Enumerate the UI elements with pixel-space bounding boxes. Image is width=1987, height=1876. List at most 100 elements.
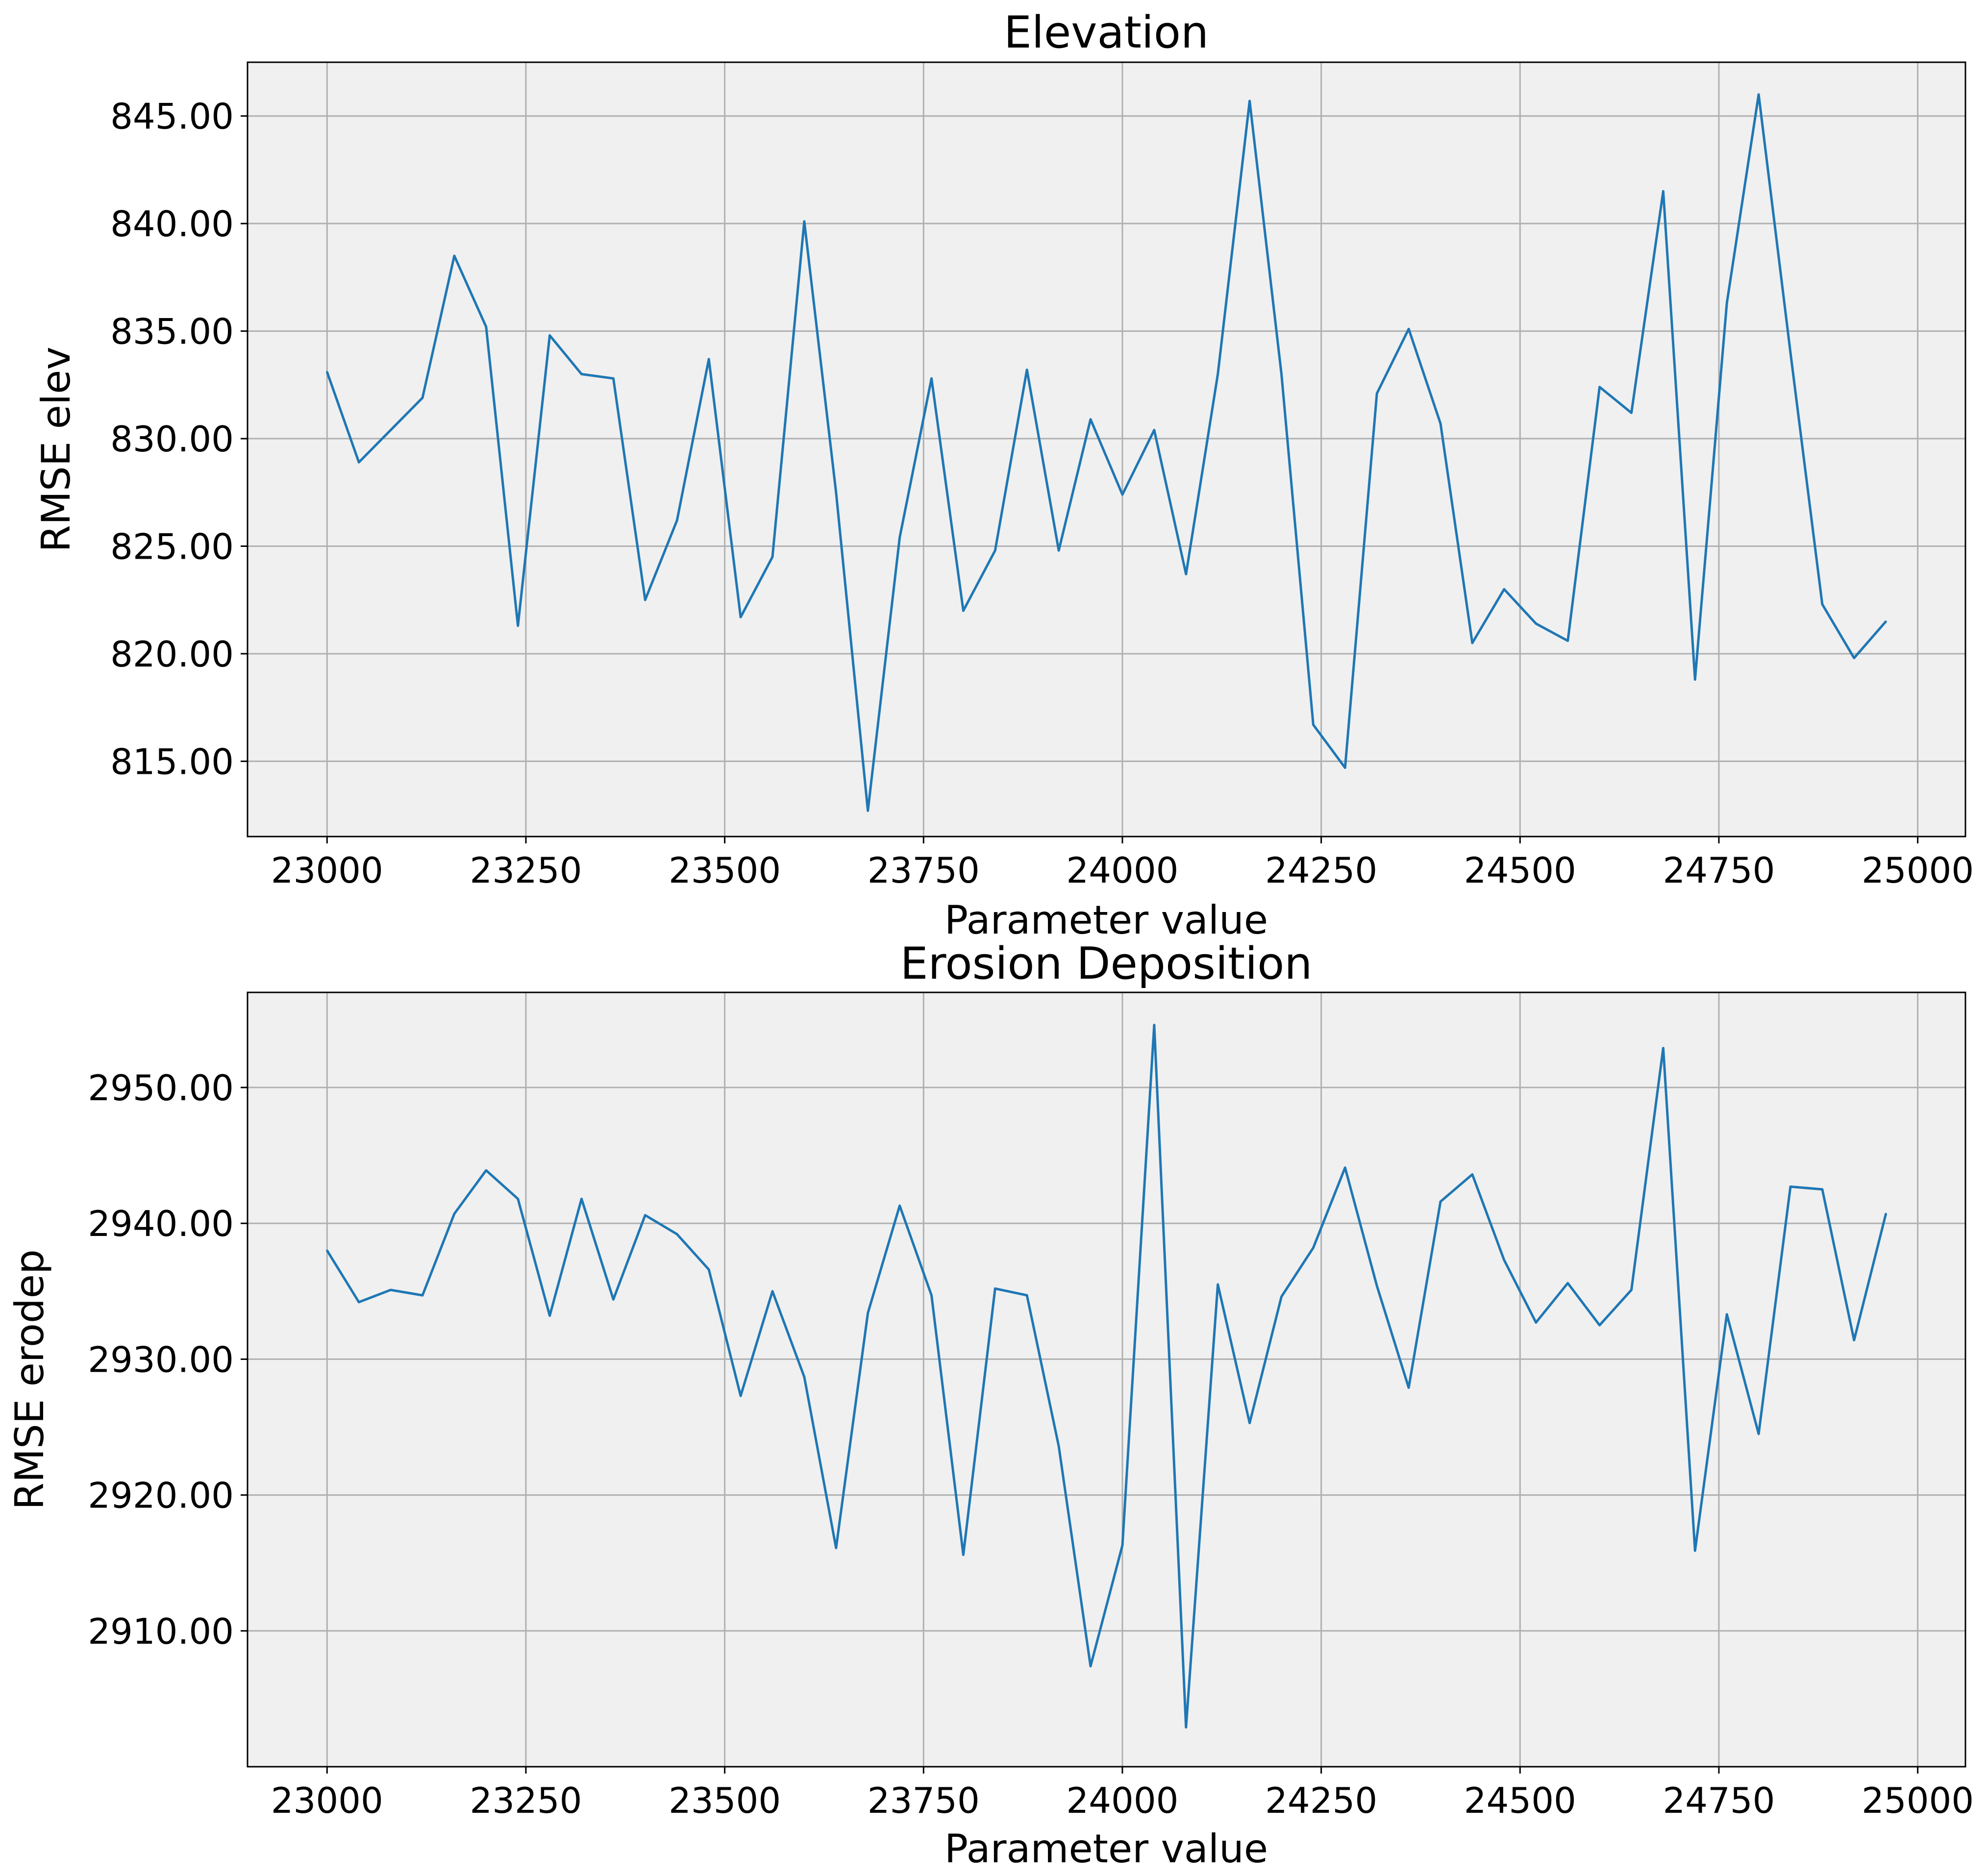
- data-point: [1598, 386, 1601, 388]
- data-point: [1217, 1284, 1219, 1285]
- data-point: [1058, 549, 1060, 552]
- data-point: [1758, 1432, 1760, 1435]
- y-tick-label: 2940.00: [88, 1203, 234, 1244]
- data-point: [1408, 1386, 1410, 1389]
- data-point: [485, 325, 487, 328]
- data-point: [453, 1212, 455, 1215]
- data-point: [644, 599, 646, 601]
- y-tick-label: 830.00: [110, 419, 234, 460]
- y-axis-label: RMSE erodep: [7, 1249, 52, 1509]
- data-point: [390, 429, 392, 431]
- elevation-chart: 23000 23250 23500 23750 24000 24250 24500 24750…: [33, 7, 1974, 943]
- y-tick-label: 845.00: [110, 96, 234, 137]
- data-point: [803, 220, 805, 222]
- y-tick-label: 2950.00: [88, 1067, 234, 1109]
- data-point: [1440, 1200, 1441, 1203]
- data-point: [1185, 573, 1187, 575]
- data-point: [644, 1214, 646, 1216]
- data-point: [1471, 642, 1473, 644]
- data-point: [867, 810, 869, 812]
- data-point: [1217, 373, 1219, 375]
- axis-ticks: 23000 23250 23500 23750 24000 24250 24500 24750…: [88, 1067, 1974, 1821]
- data-point: [898, 536, 901, 539]
- y-tick-label: 820.00: [110, 634, 234, 675]
- plot-frame: [247, 61, 1966, 838]
- data-point: [676, 1233, 678, 1235]
- x-axis-label: Parameter value: [944, 1826, 1268, 1872]
- series-lines: [326, 1024, 1888, 1729]
- data-point: [1121, 1544, 1123, 1547]
- data-point: [1090, 418, 1092, 420]
- data-point: [1312, 723, 1315, 726]
- x-tick-label: 23500: [669, 850, 781, 891]
- data-point: [1058, 1445, 1060, 1447]
- data-point: [835, 491, 837, 494]
- x-tick-label: 24500: [1464, 850, 1576, 891]
- data-point: [1821, 1188, 1823, 1190]
- chart-title: Erosion Deposition: [900, 938, 1313, 989]
- y-tick-label: 2930.00: [88, 1339, 234, 1380]
- data-point: [326, 1249, 328, 1252]
- data-point: [1598, 1324, 1601, 1327]
- x-tick-label: 23750: [868, 850, 980, 891]
- data-point: [422, 396, 423, 399]
- data-point: [453, 255, 455, 257]
- data-point: [358, 461, 360, 464]
- axis-ticks: 23000 23250 23500 23750 24000 24250 24500 24750…: [110, 96, 1974, 891]
- grid-lines: [248, 992, 1965, 1767]
- data-point: [708, 358, 710, 360]
- data-point: [1121, 494, 1123, 496]
- data-point: [1630, 1289, 1633, 1291]
- x-tick-label: 24750: [1663, 1780, 1775, 1821]
- data-point: [1630, 412, 1633, 414]
- data-point: [1440, 422, 1441, 425]
- data-point: [1885, 1212, 1887, 1215]
- data-point: [1789, 351, 1791, 354]
- x-tick-label: 24500: [1464, 1780, 1576, 1821]
- x-tick-label: 23250: [470, 850, 582, 891]
- data-point: [1853, 657, 1855, 659]
- x-tick-label: 23250: [470, 1780, 582, 1821]
- data-point: [1789, 1185, 1791, 1188]
- data-point: [1535, 1321, 1537, 1324]
- y-tick-label: 815.00: [110, 741, 234, 782]
- data-point: [867, 1312, 869, 1314]
- data-point: [1694, 1550, 1696, 1552]
- x-tick-label: 23000: [271, 850, 383, 891]
- data-point: [1153, 429, 1155, 431]
- x-tick-label: 24000: [1066, 850, 1178, 891]
- data-point: [1408, 328, 1410, 330]
- series-line: [326, 1024, 1888, 1729]
- data-point: [1248, 1422, 1251, 1424]
- data-point: [485, 1169, 487, 1172]
- data-point: [1376, 392, 1378, 395]
- chart-title: Elevation: [1004, 7, 1209, 58]
- data-point: [1344, 766, 1346, 769]
- data-point: [994, 1287, 996, 1290]
- data-point: [1153, 1024, 1155, 1026]
- plot-area-background: [248, 62, 1965, 837]
- data-point: [1376, 1284, 1378, 1287]
- data-point: [1026, 1294, 1028, 1297]
- data-point: [1758, 93, 1760, 96]
- data-point: [1280, 1295, 1283, 1298]
- data-point: [930, 377, 933, 380]
- data-point: [676, 519, 678, 521]
- data-point: [740, 1395, 742, 1397]
- x-tick-label: 23000: [271, 1780, 383, 1821]
- data-point: [1535, 622, 1537, 625]
- data-point: [1726, 1313, 1728, 1315]
- data-point: [1853, 1339, 1855, 1341]
- y-tick-label: 825.00: [110, 526, 234, 568]
- data-point: [358, 1301, 360, 1303]
- data-point: [1662, 1047, 1664, 1049]
- data-point: [1503, 1259, 1505, 1261]
- data-point: [1471, 1173, 1473, 1176]
- x-tick-label: 24250: [1265, 850, 1377, 891]
- data-point: [1185, 1726, 1187, 1728]
- y-tick-label: 2920.00: [88, 1475, 234, 1516]
- x-tick-label: 23500: [669, 1780, 781, 1821]
- data-point: [1566, 640, 1569, 642]
- data-point: [548, 334, 551, 337]
